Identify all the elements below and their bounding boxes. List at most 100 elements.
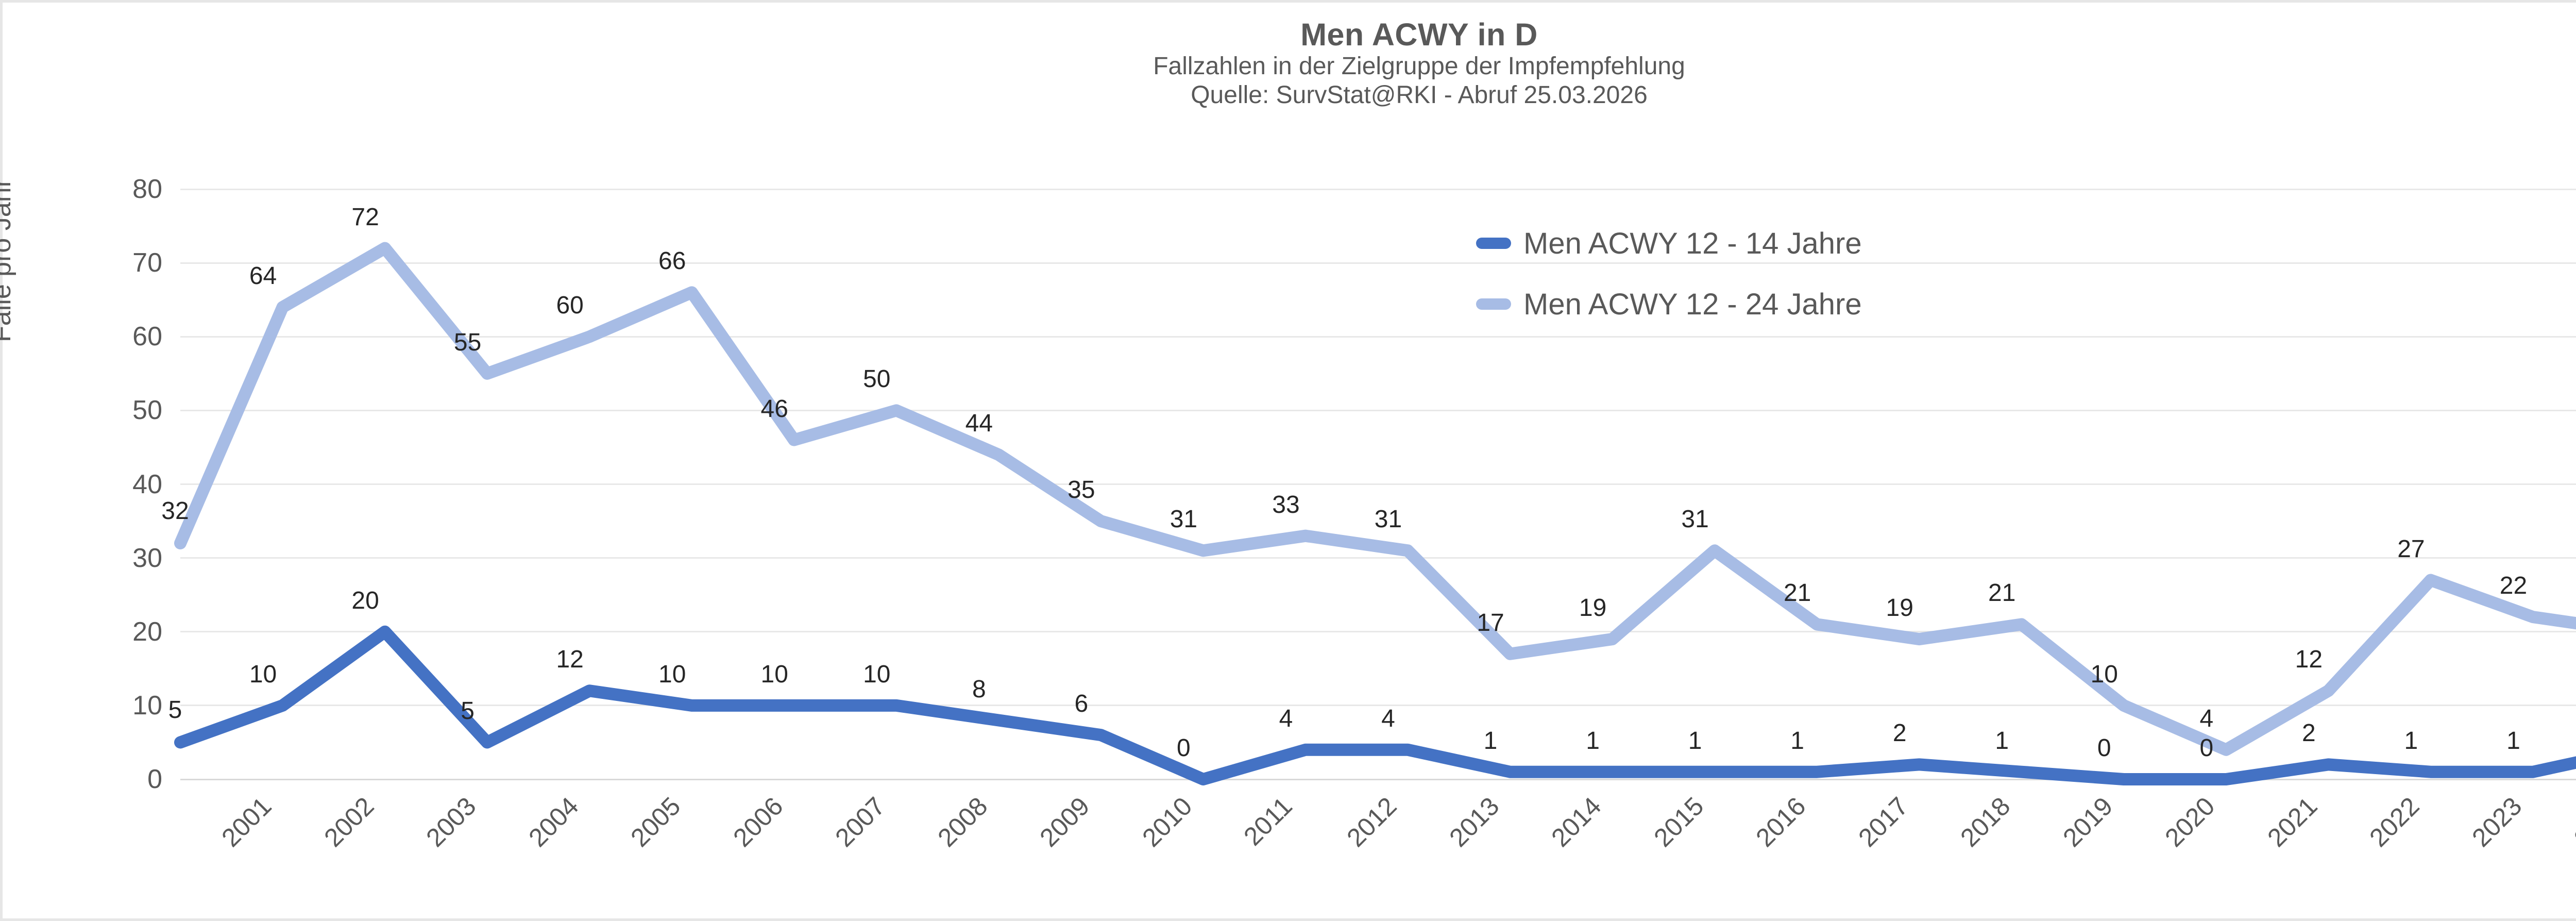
gridline-80 [180, 188, 2576, 190]
x-tick-label-2006: 2006 [727, 791, 789, 852]
data-label-light-2011: 31 [1170, 506, 1198, 533]
gridline-30 [180, 557, 2576, 559]
data-label-light-2018: 19 [1886, 594, 1913, 622]
y-tick-label-20: 20 [132, 616, 162, 647]
legend-swatch-icon [1476, 298, 1511, 310]
legend-item-light-blue[interactable]: Men ACWY 12 - 24 Jahre [1476, 274, 2110, 334]
data-label-dark-2006: 10 [658, 660, 686, 688]
data-label-light-2013: 31 [1374, 506, 1402, 533]
x-tick-label-2020: 2020 [2159, 791, 2221, 852]
data-label-light-2004: 55 [453, 328, 482, 356]
data-label-dark-2005: 12 [556, 646, 584, 674]
legend-label: Men ACWY 12 - 14 Jahre [1523, 226, 1862, 260]
x-tick-label-2014: 2014 [1546, 791, 1607, 852]
data-label-light-2014: 17 [1477, 609, 1504, 637]
data-label-light-2008: 50 [863, 365, 891, 393]
y-tick-label-10: 10 [132, 690, 162, 721]
data-label-light-2003: 72 [351, 203, 379, 231]
gridlines [180, 188, 2576, 780]
data-label-dark-2003: 20 [351, 587, 379, 614]
y-tick-label-30: 30 [132, 543, 162, 573]
x-axis-tick-labels: 2001 2002 2003 2004 2005 2006 2007 2008 2009 2010… [180, 791, 2576, 910]
data-label-dark-2023: 1 [2404, 727, 2418, 755]
y-tick-label-50: 50 [132, 395, 162, 426]
x-tick-label-2010: 2010 [1137, 791, 1198, 852]
gridline-50 [180, 409, 2576, 411]
data-label-dark-2020: 0 [2097, 734, 2111, 762]
x-tick-label-2015: 2015 [1648, 791, 1709, 852]
x-tick-label-2018: 2018 [1955, 791, 2016, 852]
series-line-light-blue [174, 242, 2576, 756]
x-tick-label-2002: 2002 [318, 791, 380, 852]
data-label-light-2023: 27 [2397, 535, 2425, 563]
x-tick-label-2001: 2001 [216, 791, 277, 852]
data-label-light-2021: 4 [2199, 705, 2214, 732]
y-tick-label-40: 40 [132, 469, 162, 499]
x-tick-label-2022: 2022 [2364, 791, 2425, 852]
data-label-light-2009: 44 [965, 410, 993, 438]
series-lines [174, 242, 2576, 785]
data-label-light-2016: 31 [1681, 506, 1709, 533]
data-label-dark-2019: 1 [1995, 727, 2009, 755]
x-tick-label-2019: 2019 [2057, 791, 2119, 852]
data-label-light-2012: 33 [1272, 491, 1300, 518]
title-block: Men ACWY in D Fallzahlen in der Zielgrup… [3, 17, 2576, 110]
x-tick-label-2008: 2008 [932, 791, 993, 852]
data-label-dark-2007: 10 [760, 660, 788, 688]
data-label-dark-2021: 0 [2199, 734, 2214, 762]
x-tick-label-2023: 2023 [2466, 791, 2528, 852]
x-tick-label-2016: 2016 [1750, 791, 1811, 852]
y-tick-label-0: 0 [147, 764, 162, 794]
data-label-dark-2018: 2 [1892, 719, 1907, 747]
series-line-dark-blue [174, 625, 2576, 785]
gridline-70 [180, 262, 2576, 264]
y-tick-label-80: 80 [132, 174, 162, 204]
data-label-light-2019: 21 [1988, 579, 2016, 607]
x-tick-label-2024: 2024 [2568, 791, 2576, 852]
data-label-dark-2017: 1 [1790, 727, 1805, 755]
x-tick-label-2011: 2011 [1238, 791, 1298, 851]
data-label-light-2001: 32 [161, 497, 189, 525]
data-label-light-2024: 22 [2499, 572, 2528, 600]
data-label-dark-2013: 4 [1381, 705, 1395, 732]
chart-subtitle-line-2: Quelle: SurvStat@RKI - Abruf 25.03.2026 [1191, 81, 1648, 109]
y-tick-label-70: 70 [132, 248, 162, 278]
data-label-light-2006: 66 [658, 247, 686, 275]
x-tick-label-2021: 2021 [2262, 791, 2323, 852]
data-label-dark-2010: 6 [1074, 690, 1089, 718]
data-label-dark-2022: 2 [2302, 719, 2316, 747]
chart-subtitle-line-1: Fallzahlen in der Zielgruppe der Impfemp… [1153, 53, 1685, 80]
legend-label: Men ACWY 12 - 24 Jahre [1523, 287, 1862, 321]
data-label-light-2010: 35 [1067, 476, 1095, 504]
x-tick-label-2003: 2003 [420, 791, 482, 852]
gridline-0 [180, 778, 2576, 780]
gridline-60 [180, 336, 2576, 338]
data-label-light-2015: 19 [1579, 594, 1607, 622]
data-label-dark-2009: 8 [972, 675, 986, 703]
legend-swatch-icon [1476, 238, 1511, 249]
data-label-dark-2004: 5 [461, 697, 474, 725]
data-label-dark-2011: 0 [1177, 734, 1191, 762]
x-tick-label-2005: 2005 [625, 791, 686, 852]
data-label-light-2002: 64 [249, 262, 277, 290]
data-label-dark-2012: 4 [1279, 705, 1293, 732]
gridline-10 [180, 705, 2576, 707]
x-tick-label-2004: 2004 [522, 791, 584, 852]
data-label-light-2022: 12 [2295, 646, 2323, 674]
data-label-light-2005: 60 [556, 292, 584, 320]
data-label-dark-2008: 10 [863, 660, 891, 688]
data-label-dark-2002: 10 [249, 660, 277, 688]
x-tick-label-2012: 2012 [1341, 791, 1402, 852]
y-axis-title: Fälle pro Jahr [0, 178, 16, 342]
data-label-dark-2024: 1 [2506, 727, 2520, 755]
data-label-light-2007: 46 [760, 395, 788, 423]
data-label-dark-2015: 1 [1586, 727, 1600, 755]
gridline-20 [180, 631, 2576, 633]
x-tick-label-2009: 2009 [1034, 791, 1095, 852]
data-label-dark-2014: 1 [1483, 727, 1498, 755]
x-tick-label-2013: 2013 [1443, 791, 1505, 852]
legend-item-dark-blue[interactable]: Men ACWY 12 - 14 Jahre [1476, 213, 2110, 274]
data-label-light-2017: 21 [1783, 579, 1811, 607]
data-label-dark-2001: 5 [168, 696, 182, 724]
